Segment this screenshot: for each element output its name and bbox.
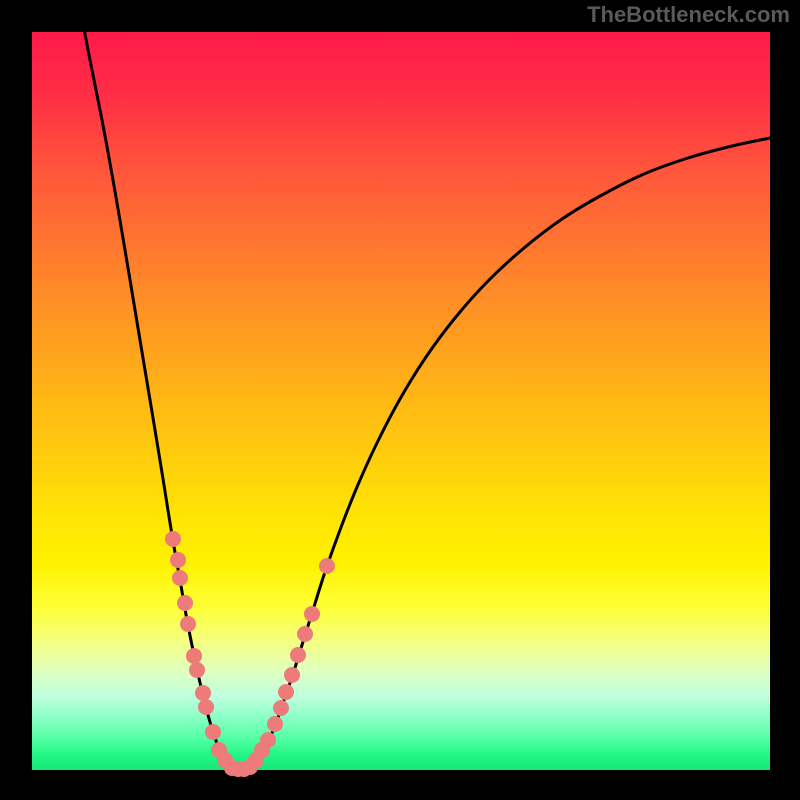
plot-area	[32, 32, 770, 770]
data-marker	[284, 667, 300, 683]
data-marker	[319, 558, 335, 574]
data-marker	[205, 724, 221, 740]
data-marker	[172, 570, 188, 586]
data-marker	[198, 699, 214, 715]
data-marker	[297, 626, 313, 642]
data-marker	[273, 700, 289, 716]
data-marker	[290, 647, 306, 663]
data-marker	[165, 531, 181, 547]
data-marker	[170, 552, 186, 568]
data-marker	[278, 684, 294, 700]
data-marker	[304, 606, 320, 622]
data-marker	[195, 685, 211, 701]
data-marker	[186, 648, 202, 664]
bottleneck-chart: TheBottleneck.com	[0, 0, 800, 800]
data-marker	[267, 716, 283, 732]
data-marker	[177, 595, 193, 611]
data-marker	[260, 732, 276, 748]
watermark-text: TheBottleneck.com	[587, 2, 790, 28]
data-marker	[180, 616, 196, 632]
data-marker	[189, 662, 205, 678]
chart-svg	[0, 0, 800, 800]
